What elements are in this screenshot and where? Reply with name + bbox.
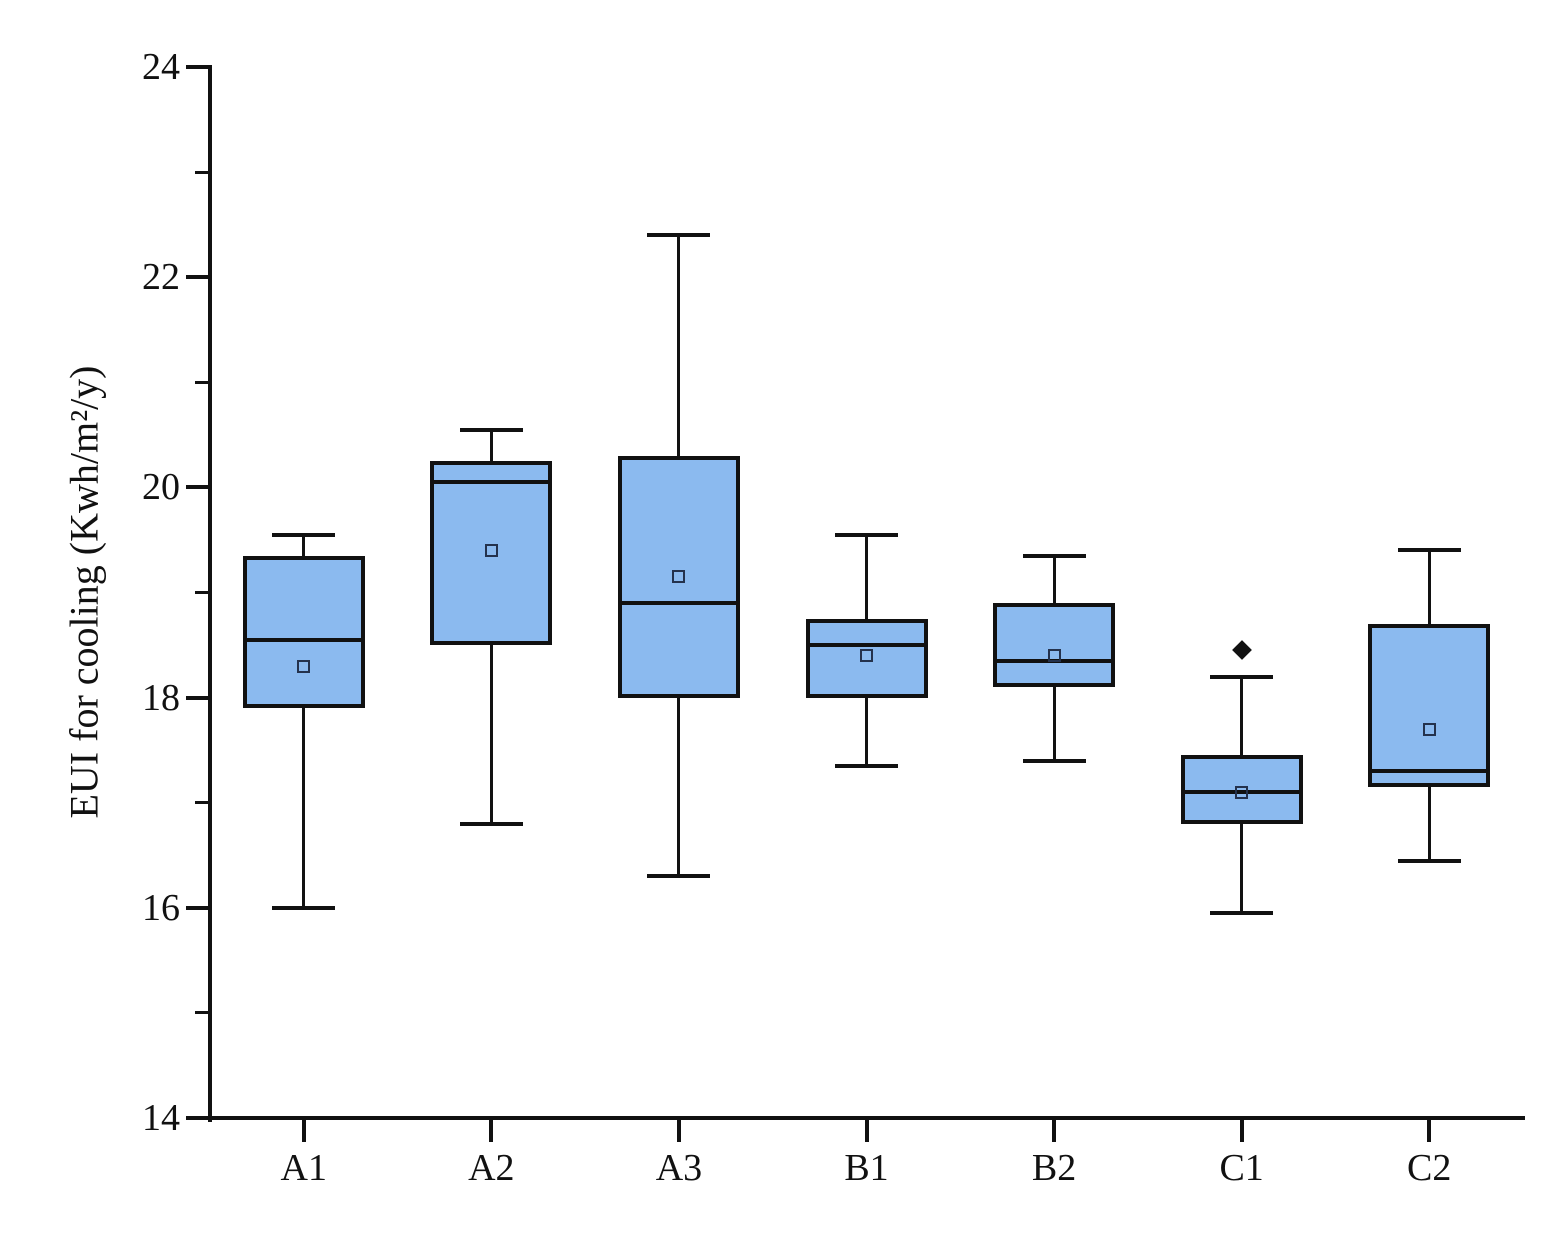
- upper-whisker-cap: [272, 532, 336, 537]
- upper-whisker-cap: [835, 532, 898, 537]
- box-rect: [430, 461, 553, 646]
- y-axis-spine: [208, 65, 212, 1122]
- mean-marker: [1047, 649, 1061, 663]
- mean-marker: [297, 659, 311, 673]
- x-tick-label: A3: [655, 1147, 703, 1189]
- lower-whisker-cap: [1022, 758, 1086, 763]
- mean-marker: [1235, 785, 1249, 799]
- lower-whisker-line: [302, 708, 306, 908]
- y-minor-tick: [195, 380, 208, 384]
- upper-whisker-line: [302, 534, 306, 556]
- lower-whisker-cap: [1397, 858, 1461, 863]
- upper-whisker-line: [677, 235, 681, 456]
- x-major-tick: [864, 1120, 869, 1142]
- lower-whisker-line: [1052, 687, 1056, 761]
- lower-whisker-line: [1240, 823, 1244, 914]
- upper-whisker-line: [1240, 676, 1244, 756]
- y-major-tick: [186, 905, 208, 910]
- box-rect: [242, 555, 365, 709]
- median-line: [805, 643, 928, 648]
- upper-whisker-line: [1052, 555, 1056, 603]
- box-rect: [993, 603, 1116, 688]
- y-tick-label: 20: [142, 466, 180, 509]
- y-tick-label: 22: [142, 256, 180, 299]
- median-line: [617, 601, 740, 605]
- mean-marker: [672, 570, 686, 584]
- y-tick-label: 18: [142, 676, 180, 719]
- lower-whisker-line: [489, 645, 493, 824]
- lower-whisker-line: [677, 697, 681, 877]
- y-tick-label: 14: [142, 1097, 180, 1139]
- x-major-tick: [301, 1120, 306, 1142]
- upper-whisker-cap: [1022, 553, 1086, 558]
- y-tick-label: 16: [142, 886, 180, 929]
- median-line: [430, 480, 553, 485]
- y-major-tick: [186, 65, 208, 69]
- x-axis-spine: [208, 1116, 1525, 1120]
- box-rect: [1180, 755, 1303, 824]
- lower-whisker-cap: [272, 905, 336, 910]
- x-major-tick: [1052, 1120, 1057, 1142]
- y-tick-label: 24: [142, 46, 180, 88]
- y-major-tick: [186, 275, 208, 280]
- x-tick-label: C1: [1219, 1147, 1264, 1189]
- upper-whisker-line: [1427, 550, 1431, 625]
- y-minor-tick: [195, 170, 208, 174]
- x-tick-label: C2: [1407, 1147, 1452, 1189]
- lower-whisker-cap: [647, 874, 711, 879]
- lower-whisker-cap: [835, 763, 898, 768]
- median-line: [1368, 769, 1491, 774]
- x-tick-label: A2: [468, 1147, 515, 1189]
- box-rect: [1368, 624, 1491, 787]
- y-minor-tick: [195, 1011, 208, 1015]
- lower-whisker-line: [1427, 786, 1431, 861]
- upper-whisker-cap: [1397, 548, 1461, 553]
- box-rect: [617, 455, 740, 698]
- y-minor-tick: [195, 591, 208, 594]
- upper-whisker-cap: [1210, 674, 1274, 679]
- x-major-tick: [1239, 1120, 1244, 1142]
- y-major-tick: [186, 485, 208, 490]
- y-minor-tick: [195, 801, 208, 805]
- outlier-marker: [1231, 640, 1252, 661]
- box-rect: [805, 618, 928, 698]
- x-tick-label: B2: [1031, 1147, 1077, 1189]
- y-axis-title: EUI for cooling (Kwh/m²/y): [61, 365, 107, 819]
- mean-marker: [860, 649, 873, 663]
- mean-marker: [484, 543, 498, 557]
- lower-whisker-line: [865, 697, 868, 766]
- upper-whisker-line: [865, 534, 868, 619]
- x-major-tick: [1427, 1120, 1432, 1142]
- median-line: [242, 637, 365, 642]
- median-line: [1180, 790, 1303, 795]
- upper-whisker-cap: [647, 233, 711, 238]
- upper-whisker-cap: [459, 427, 523, 432]
- x-major-tick: [676, 1120, 681, 1142]
- x-major-tick: [489, 1120, 494, 1142]
- lower-whisker-cap: [1210, 911, 1274, 916]
- mean-marker: [1422, 722, 1436, 736]
- y-major-tick: [186, 695, 208, 700]
- lower-whisker-cap: [459, 821, 523, 826]
- x-tick-label: A1: [280, 1147, 327, 1189]
- y-major-tick: [186, 1116, 208, 1120]
- x-tick-label: B1: [844, 1147, 889, 1189]
- upper-whisker-line: [489, 429, 493, 462]
